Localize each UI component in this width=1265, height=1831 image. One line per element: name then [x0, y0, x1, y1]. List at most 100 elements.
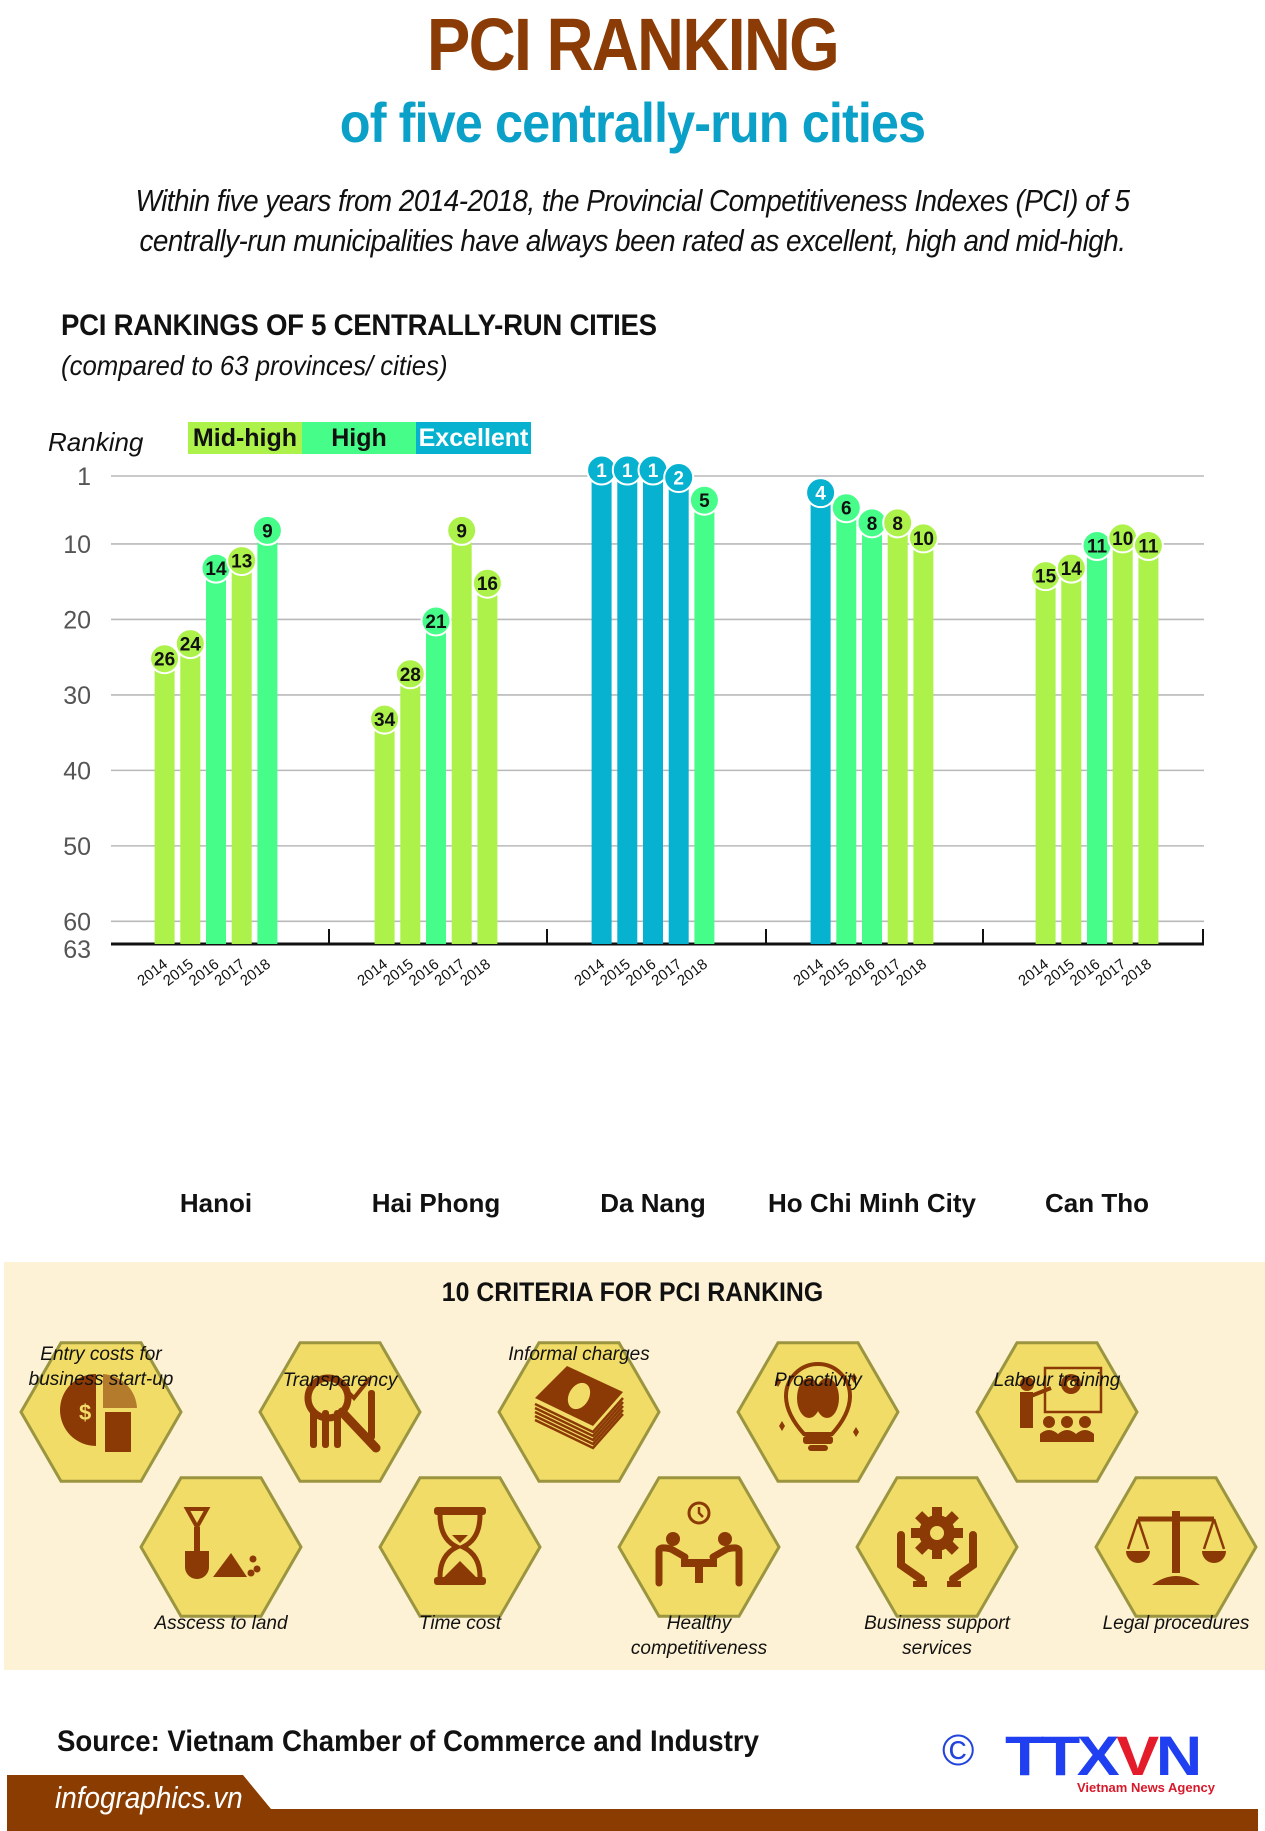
- criterion-label: Time cost: [418, 1613, 502, 1634]
- data-label: 15: [1035, 567, 1057, 588]
- data-label-badge: [663, 462, 695, 494]
- y-tick-label: 60: [63, 908, 91, 936]
- bar-hanoi-2014: [154, 664, 175, 944]
- criterion-hexagon: $: [19, 1341, 183, 1483]
- data-label-badge: [830, 492, 862, 524]
- bar-ho-chi-minh-city-2017: [887, 528, 908, 944]
- data-label: 13: [231, 552, 252, 573]
- y-axis-label: Ranking: [48, 427, 144, 457]
- data-label: 24: [180, 635, 202, 656]
- bar-hanoi-2016: [206, 574, 226, 944]
- criterion-hexagon: [378, 1476, 542, 1618]
- data-label-badge: [149, 643, 181, 675]
- data-label-badge: [471, 567, 503, 599]
- data-label: 14: [1061, 559, 1083, 580]
- data-label: 16: [477, 574, 498, 595]
- data-label-badge: [446, 514, 478, 546]
- data-label: 6: [841, 499, 852, 520]
- data-label: 8: [892, 514, 903, 535]
- chart-legend: Mid-high High Excellent: [188, 422, 531, 454]
- people-competing-clock-icon: [655, 1501, 743, 1587]
- description-line-1: Within five years from 2014-2018, the Pr…: [135, 183, 1130, 218]
- bar-ho-chi-minh-city-2015: [836, 513, 857, 944]
- legend-excellent: Excellent: [416, 422, 531, 454]
- bar-can-tho-2015: [1061, 574, 1082, 944]
- data-label-badge: [882, 507, 914, 539]
- bar-can-tho-2017: [1112, 543, 1133, 944]
- bar-hai-phong-2014: [374, 725, 395, 944]
- hourglass-icon: [434, 1507, 486, 1585]
- x-tick-year: 2018: [457, 956, 494, 990]
- x-tick-year: 2018: [237, 956, 274, 990]
- data-label: 28: [400, 665, 421, 686]
- criterion-hexagon: [617, 1476, 781, 1618]
- city-label: Da Nang: [600, 1188, 705, 1218]
- data-label-badge: [369, 703, 401, 735]
- agency-name: Vietnam News Agency: [1077, 1780, 1215, 1795]
- criterion-label: Legal procedures: [1102, 1613, 1250, 1634]
- bar-ho-chi-minh-city-2014: [810, 498, 831, 944]
- criteria-title: 10 CRITERIA FOR PCI RANKING: [441, 1277, 824, 1307]
- criterion-hexagon: [497, 1341, 661, 1483]
- criterion-hexagon: [1094, 1476, 1258, 1618]
- data-label-badge: [688, 484, 720, 516]
- bar-hanoi-2018: [257, 536, 278, 944]
- data-label-badge: [1132, 529, 1164, 561]
- ttxvn-logo: TTXVN: [1005, 1728, 1202, 1784]
- data-label-badge: [907, 522, 939, 554]
- data-label-badge: [251, 514, 283, 546]
- data-label-badge: [226, 545, 258, 577]
- source-text: Source: Vietnam Chamber of Commerce and …: [57, 1725, 759, 1758]
- criterion-hexagon: [975, 1341, 1139, 1483]
- scales-of-justice-icon: [1126, 1511, 1226, 1585]
- criterion-hexagon: [258, 1341, 422, 1483]
- y-tick-label: 63: [63, 936, 91, 964]
- bar-da-nang-2014: [591, 476, 612, 944]
- y-tick-label: 30: [63, 682, 91, 710]
- data-label: 1: [596, 461, 607, 482]
- bar-can-tho-2018: [1138, 551, 1159, 944]
- criterion-label: Entry costs for business start-up: [28, 1344, 174, 1390]
- city-label: Ho Chi Minh City: [768, 1188, 977, 1218]
- data-label: 14: [205, 559, 227, 580]
- city-label: Can Tho: [1045, 1188, 1149, 1218]
- chart-title: PCI RANKINGS OF 5 CENTRALLY-RUN CITIES: [61, 309, 657, 342]
- data-label-badge: [805, 477, 837, 509]
- criterion-hexagon: [139, 1476, 303, 1618]
- x-tick-year: 2018: [674, 956, 711, 990]
- data-label: 5: [699, 491, 710, 512]
- x-tick-year: 2018: [893, 956, 930, 990]
- data-label-badge: [174, 628, 206, 660]
- data-label: 10: [913, 529, 934, 550]
- bar-hai-phong-2016: [426, 626, 446, 944]
- data-label: 10: [1112, 529, 1133, 550]
- data-label-badge: [420, 605, 452, 637]
- data-label: 9: [456, 521, 467, 542]
- legend-high: High: [302, 422, 416, 454]
- city-label: Hanoi: [180, 1188, 252, 1218]
- footer-bar: [7, 1775, 1258, 1831]
- hands-gear-icon: [897, 1507, 977, 1587]
- money-stack-icon: [534, 1366, 624, 1450]
- x-tick-year: 2018: [1118, 956, 1155, 990]
- data-label: 1: [622, 461, 633, 482]
- magnifier-chart-icon: [304, 1374, 381, 1453]
- data-label: 21: [425, 612, 447, 633]
- city-label: Hai Phong: [372, 1188, 501, 1218]
- bar-hai-phong-2017: [451, 536, 472, 944]
- bar-hai-phong-2015: [400, 679, 421, 944]
- data-label: 4: [815, 484, 826, 505]
- y-tick-label: 10: [63, 531, 91, 559]
- presentation-training-icon: [1020, 1366, 1103, 1442]
- y-tick-label: 50: [63, 833, 91, 861]
- chart-subtitle: (compared to 63 provinces/ cities): [61, 350, 448, 381]
- bar-hanoi-2015: [180, 649, 201, 944]
- bar-can-tho-2016: [1087, 551, 1107, 944]
- criterion-hexagon: [736, 1341, 900, 1483]
- svg-text:$: $: [79, 1400, 91, 1425]
- bar-da-nang-2018: [694, 506, 715, 944]
- bar-hai-phong-2018: [477, 589, 498, 944]
- y-tick-label: 20: [63, 606, 91, 634]
- data-label-badge: [1055, 552, 1087, 584]
- data-label: 8: [867, 514, 878, 535]
